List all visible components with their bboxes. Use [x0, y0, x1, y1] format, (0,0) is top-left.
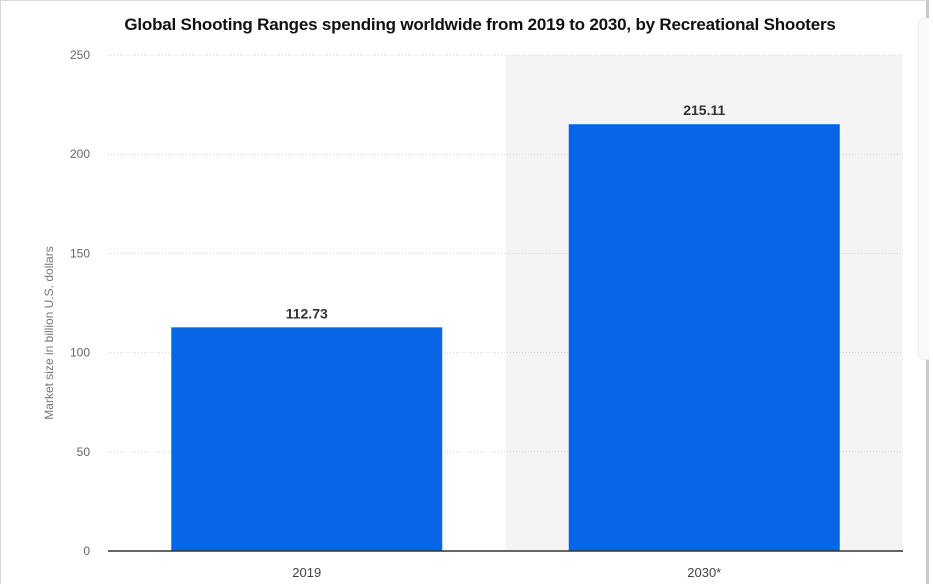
y-tick-label: 200	[70, 147, 90, 161]
y-tick-label: 50	[77, 445, 91, 459]
data-label: 215.11	[683, 102, 725, 118]
y-axis-label: Market size in billion U.S. dollars	[42, 246, 56, 419]
x-tick-label: 2019	[292, 565, 321, 580]
y-tick-label: 0	[83, 544, 90, 558]
y-tick-label: 250	[70, 48, 90, 62]
bar	[171, 327, 443, 551]
side-panel-edge	[918, 18, 929, 360]
y-tick-label: 100	[70, 346, 90, 360]
chart-title: Global Shooting Ranges spending worldwid…	[124, 15, 836, 34]
y-tick-label: 150	[70, 246, 90, 260]
data-label: 112.73	[286, 305, 328, 321]
bar	[568, 124, 840, 551]
x-tick-label: 2030*	[687, 565, 721, 580]
